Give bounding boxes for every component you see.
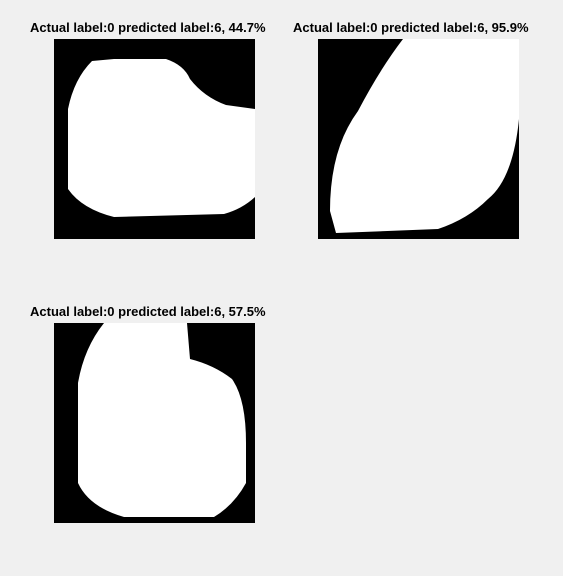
digit-image: [54, 39, 255, 239]
digit-image: [54, 323, 255, 523]
digit-image: [318, 39, 519, 239]
panel-title: Actual label:0 predicted label:6, 95.9%: [293, 20, 529, 35]
panel-title: Actual label:0 predicted label:6, 57.5%: [30, 304, 266, 319]
panel-title: Actual label:0 predicted label:6, 44.7%: [30, 20, 266, 35]
